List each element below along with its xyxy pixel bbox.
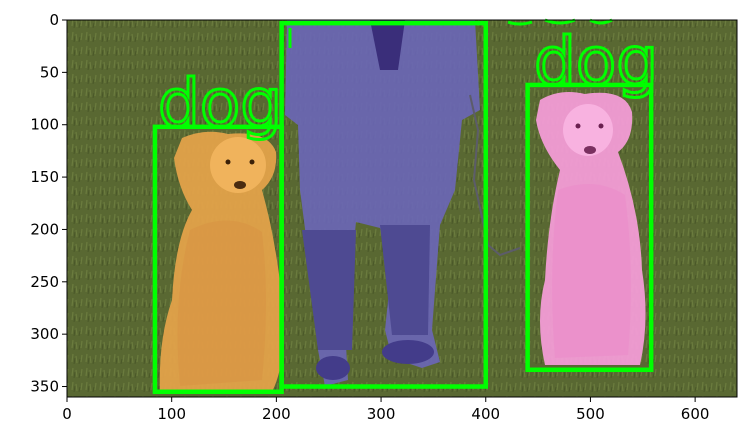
- x-tick-label: 200: [262, 405, 291, 423]
- detection-labels: dog dog: [157, 18, 660, 144]
- y-axis: 0 50 100 150 200 250 300 350: [30, 11, 67, 396]
- label-dog-left-text: dog: [158, 65, 282, 142]
- x-tick-label: 300: [367, 405, 396, 423]
- y-tick-label: 50: [40, 63, 59, 81]
- y-tick-label: 150: [30, 168, 59, 186]
- x-tick-label: 0: [62, 405, 72, 423]
- x-axis: 0 100 200 300 400 500 600: [62, 397, 709, 423]
- person-mask: [285, 20, 521, 386]
- x-tick-label: 600: [681, 405, 710, 423]
- x-tick-label: 100: [157, 405, 186, 423]
- x-tick-label: 400: [471, 405, 500, 423]
- label-top-fragment: [507, 18, 613, 26]
- y-tick-label: 200: [30, 220, 59, 238]
- bbox-person-1: [279, 20, 488, 389]
- detections-layer: [152, 20, 654, 395]
- dog-left-mask: [159, 131, 284, 394]
- label-dog-left: dog: [157, 64, 284, 144]
- y-tick-label: 300: [30, 325, 59, 343]
- y-tick-label: 350: [30, 378, 59, 396]
- y-tick-label: 250: [30, 273, 59, 291]
- dog-right-mask: [536, 92, 646, 365]
- label-dog-right-text: dog: [534, 23, 658, 100]
- axes-frame: [66, 19, 738, 398]
- bbox-dog-2: [525, 82, 654, 373]
- y-tick-label: 100: [30, 116, 59, 134]
- y-tick-label: 0: [49, 11, 59, 29]
- x-tick-label: 500: [576, 405, 605, 423]
- label-dog-right: dog: [533, 22, 660, 102]
